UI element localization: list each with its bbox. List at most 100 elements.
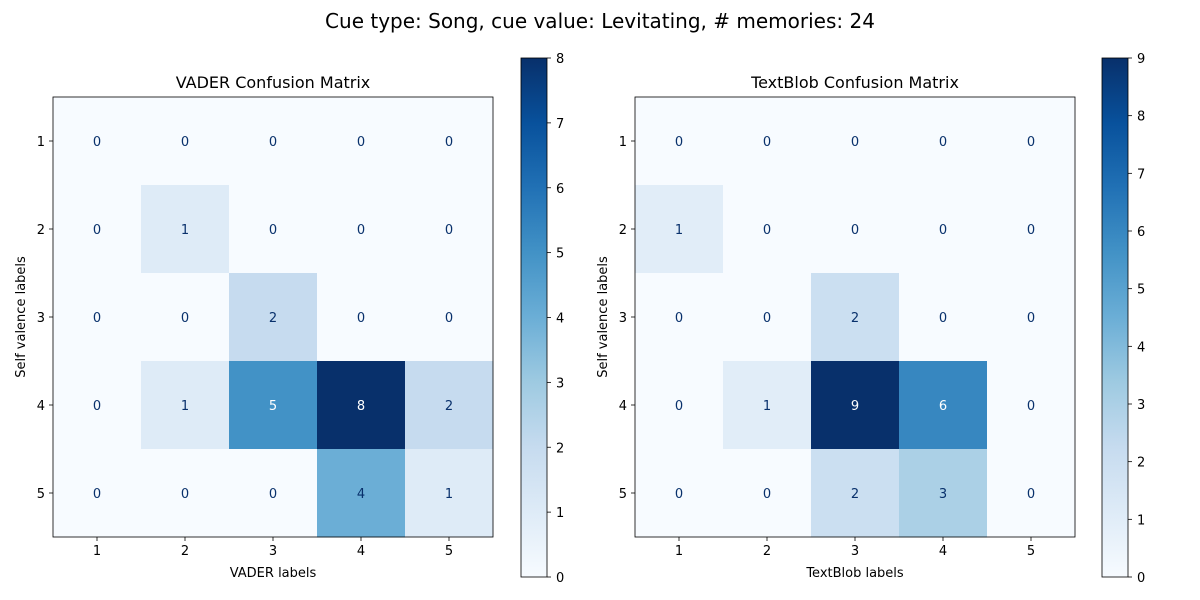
colorbar-tick-label: 6 xyxy=(1137,225,1145,240)
cell-value-label: 0 xyxy=(269,135,277,150)
matrix-cell xyxy=(899,449,988,538)
x-axis-label: TextBlob labels xyxy=(805,566,904,581)
matrix-cell xyxy=(141,449,230,538)
cell-value-label: 4 xyxy=(357,487,365,502)
colorbar-tick-label: 0 xyxy=(556,571,564,586)
matrix-cell xyxy=(811,185,900,274)
y-tick-label: 2 xyxy=(37,223,45,238)
y-tick-label: 4 xyxy=(37,399,45,414)
x-axis-label: VADER labels xyxy=(230,566,317,581)
y-tick-label: 1 xyxy=(37,135,45,150)
cell-value-label: 0 xyxy=(939,223,947,238)
cell-value-label: 0 xyxy=(93,487,101,502)
x-tick-label: 4 xyxy=(939,544,947,559)
matrix-cell xyxy=(987,97,1076,186)
y-tick-label: 4 xyxy=(619,399,627,414)
colorbar-tick-label: 4 xyxy=(1137,340,1145,355)
y-tick-label: 3 xyxy=(37,311,45,326)
matrix-cell xyxy=(317,449,406,538)
cell-value-label: 0 xyxy=(93,399,101,414)
matrix-cell xyxy=(229,273,318,362)
colorbar-tick-label: 6 xyxy=(556,182,564,197)
cell-value-label: 6 xyxy=(939,399,947,414)
cell-value-label: 0 xyxy=(763,135,771,150)
matrix-cell xyxy=(53,97,142,186)
cell-value-label: 1 xyxy=(675,223,683,238)
matrix-cell xyxy=(811,361,900,450)
y-tick-label: 5 xyxy=(619,487,627,502)
x-tick-label: 3 xyxy=(851,544,859,559)
colorbar-tick-label: 8 xyxy=(556,52,564,67)
cell-value-label: 0 xyxy=(445,135,453,150)
matrix-cell xyxy=(899,185,988,274)
x-tick-label: 4 xyxy=(357,544,365,559)
colorbar-tick-label: 7 xyxy=(1137,167,1145,182)
cell-value-label: 0 xyxy=(675,487,683,502)
colorbar-tick-label: 4 xyxy=(556,312,564,327)
cell-value-label: 0 xyxy=(181,135,189,150)
cell-value-label: 0 xyxy=(1027,223,1035,238)
cell-value-label: 0 xyxy=(1027,135,1035,150)
cell-value-label: 0 xyxy=(357,135,365,150)
confusion-matrix-panel-2: TextBlob Confusion Matrix 0 0 0 0 0 1 0 0 0 0 0 0 2 0 0… xyxy=(596,52,1145,586)
colorbar-tick-label: 3 xyxy=(556,376,564,391)
matrix-cell xyxy=(141,361,230,450)
colorbar-tick-label: 5 xyxy=(1137,283,1145,298)
figure-suptitle: Cue type: Song, cue value: Levitating, #… xyxy=(325,9,875,33)
cell-value-label: 0 xyxy=(445,311,453,326)
cell-value-label: 1 xyxy=(181,223,189,238)
matrix-cell xyxy=(405,361,494,450)
matrix-cell xyxy=(987,449,1076,538)
matrix-cell xyxy=(635,361,724,450)
cell-value-label: 2 xyxy=(269,311,277,326)
matrix-cell xyxy=(317,185,406,274)
cell-value-label: 0 xyxy=(675,311,683,326)
cell-value-label: 9 xyxy=(851,399,859,414)
matrix-cell xyxy=(229,97,318,186)
matrix-cell xyxy=(405,449,494,538)
x-tick-label: 2 xyxy=(763,544,771,559)
matrix-cell xyxy=(723,449,812,538)
cell-value-label: 0 xyxy=(939,311,947,326)
cell-value-label: 0 xyxy=(1027,399,1035,414)
matrix-cell xyxy=(723,273,812,362)
matrix-cell xyxy=(635,449,724,538)
cell-value-label: 0 xyxy=(181,311,189,326)
cell-value-label: 0 xyxy=(675,399,683,414)
matrix-cell xyxy=(811,449,900,538)
cell-value-label: 0 xyxy=(675,135,683,150)
matrix-cell xyxy=(53,449,142,538)
matrix-cell xyxy=(141,273,230,362)
cell-value-label: 0 xyxy=(357,223,365,238)
cell-value-label: 2 xyxy=(851,311,859,326)
matrix-cell xyxy=(53,273,142,362)
matrix-cell xyxy=(899,273,988,362)
matrix-cell xyxy=(317,273,406,362)
cell-value-label: 5 xyxy=(269,399,277,414)
colorbar-tick-label: 1 xyxy=(556,506,564,521)
matrix-cell xyxy=(987,273,1076,362)
matrix-cell xyxy=(317,97,406,186)
colorbar-tick-label: 0 xyxy=(1137,571,1145,586)
colorbar xyxy=(520,57,548,578)
x-tick-label: 5 xyxy=(445,544,453,559)
y-tick-label: 3 xyxy=(619,311,627,326)
cell-value-label: 0 xyxy=(93,311,101,326)
matrix-cell xyxy=(53,185,142,274)
cell-value-label: 0 xyxy=(181,487,189,502)
matrix-cell xyxy=(899,97,988,186)
y-axis-label: Self valence labels xyxy=(14,256,29,378)
cell-value-label: 0 xyxy=(763,487,771,502)
matrix-cell xyxy=(811,97,900,186)
cell-value-label: 1 xyxy=(763,399,771,414)
y-tick-label: 5 xyxy=(37,487,45,502)
matrix-cell xyxy=(229,361,318,450)
colorbar-tick-label: 5 xyxy=(556,247,564,262)
matrix-cell xyxy=(723,97,812,186)
cell-value-label: 0 xyxy=(269,223,277,238)
cell-value-label: 0 xyxy=(851,135,859,150)
matrix-cell xyxy=(405,97,494,186)
cell-value-label: 8 xyxy=(357,399,365,414)
cell-value-label: 0 xyxy=(93,223,101,238)
